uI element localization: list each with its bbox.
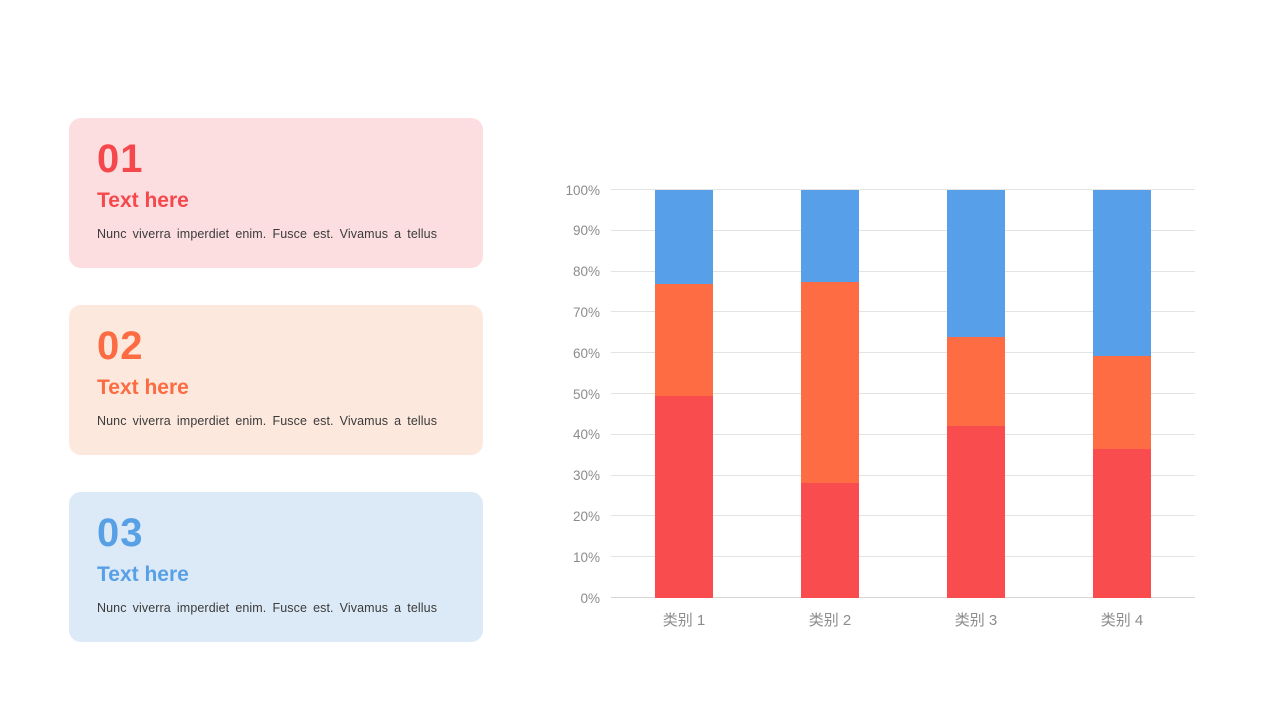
gridline xyxy=(611,229,1195,231)
bar-segment-orange xyxy=(801,281,859,484)
bar-segment-orange xyxy=(1093,355,1151,449)
card-body-text: Nunc viverra imperdiet enim. Fusce est. … xyxy=(97,413,438,428)
bar-column xyxy=(655,190,713,598)
info-card-1: 01 Text here Nunc viverra imperdiet enim… xyxy=(69,118,483,268)
bar-segment-blue xyxy=(801,190,859,282)
y-axis-tick-label: 90% xyxy=(572,223,600,239)
chart-plot-area xyxy=(611,189,1195,598)
y-axis-tick-label: 40% xyxy=(572,427,600,443)
gridline xyxy=(611,474,1195,476)
bar-segment-orange xyxy=(947,337,1005,426)
card-list: 01 Text here Nunc viverra imperdiet enim… xyxy=(69,118,483,679)
bar-segment-red xyxy=(947,425,1005,598)
y-axis-tick-label: 80% xyxy=(572,263,600,279)
y-axis-tick-label: 70% xyxy=(572,304,600,320)
bar-segment-red xyxy=(801,483,859,598)
bar-column xyxy=(1093,190,1151,598)
bar-segment-blue xyxy=(947,190,1005,338)
y-axis-tick-label: 50% xyxy=(572,386,600,402)
x-axis-category-label: 类别 2 xyxy=(808,612,852,629)
x-axis-category-label: 类别 1 xyxy=(662,612,706,629)
bar-segment-red xyxy=(1093,448,1151,598)
y-axis-tick-label: 60% xyxy=(572,345,600,361)
card-title: Text here xyxy=(97,375,189,399)
card-title: Text here xyxy=(97,562,189,586)
bars xyxy=(611,190,1195,598)
bar-slot xyxy=(611,190,757,598)
x-axis-category-label: 类别 4 xyxy=(1100,612,1144,629)
y-axis-tick-label: 20% xyxy=(572,508,600,524)
bar-column xyxy=(801,190,859,598)
y-axis-tick-label: 10% xyxy=(572,549,600,565)
gridline xyxy=(611,270,1195,272)
gridline xyxy=(611,556,1195,558)
y-axis: 0% 10% 20% 30% 40% 50% 60% 70% 80% 90% 100% xyxy=(510,183,600,604)
bar-column xyxy=(947,190,1005,598)
gridline xyxy=(611,393,1195,394)
info-card-2: 02 Text here Nunc viverra imperdiet enim… xyxy=(69,305,483,455)
x-axis-category-label: 类别 3 xyxy=(954,612,998,629)
card-title: Text here xyxy=(97,188,189,212)
bar-segment-red xyxy=(655,396,713,598)
card-number: 03 xyxy=(97,511,144,555)
card-number: 02 xyxy=(97,324,144,368)
card-body-text: Nunc viverra imperdiet enim. Fusce est. … xyxy=(97,600,438,615)
y-axis-tick-label: 30% xyxy=(572,467,600,483)
card-number: 01 xyxy=(97,137,144,181)
bar-segment-blue xyxy=(655,190,713,284)
gridline xyxy=(611,515,1195,517)
gridline xyxy=(611,352,1195,354)
gridline xyxy=(611,311,1195,313)
gridline xyxy=(611,189,1195,190)
bar-segment-orange xyxy=(655,283,713,397)
bar-slot xyxy=(1049,190,1195,598)
y-axis-tick-label: 100% xyxy=(565,182,600,198)
bar-slot xyxy=(757,190,903,598)
x-axis: 类别 1 类别 2 类别 3 类别 4 xyxy=(611,612,1195,630)
gridline xyxy=(611,597,1195,598)
info-card-3: 03 Text here Nunc viverra imperdiet enim… xyxy=(69,492,483,642)
bar-slot xyxy=(903,190,1049,598)
card-body-text: Nunc viverra imperdiet enim. Fusce est. … xyxy=(97,226,438,241)
gridline xyxy=(611,433,1195,435)
y-axis-tick-label: 0% xyxy=(580,590,600,606)
bar-segment-blue xyxy=(1093,190,1151,356)
gridlines xyxy=(611,189,1195,598)
